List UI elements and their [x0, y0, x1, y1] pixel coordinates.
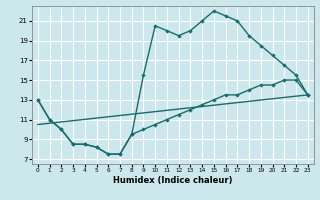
X-axis label: Humidex (Indice chaleur): Humidex (Indice chaleur) — [113, 176, 233, 185]
